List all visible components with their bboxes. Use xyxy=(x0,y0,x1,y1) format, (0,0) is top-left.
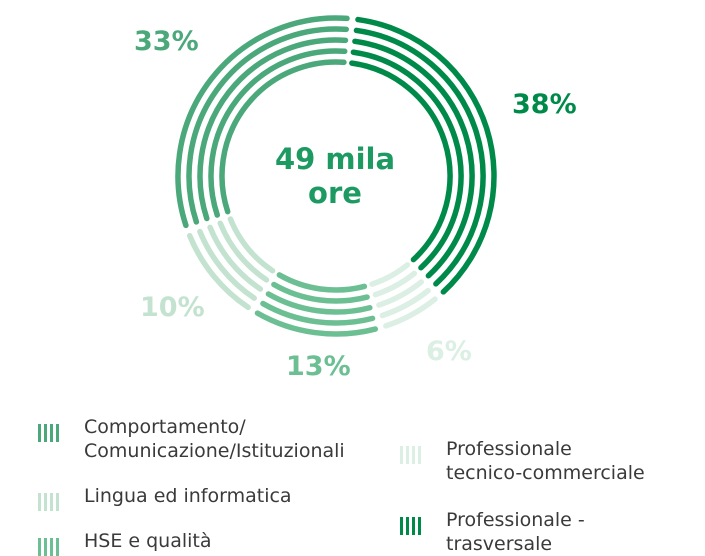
percent-label-lingua-informatica: 10% xyxy=(140,292,205,323)
slice-comportamento xyxy=(175,15,350,229)
slice-ring-arc xyxy=(265,291,373,315)
legend-swatch-icon xyxy=(38,493,64,511)
slice-ring-arc xyxy=(208,48,348,218)
legend-item-comportamento: Comportamento/ Comunicazione/Istituziona… xyxy=(38,415,345,463)
legend-label: Lingua ed informatica xyxy=(84,485,292,507)
slice-ring-arc xyxy=(186,26,349,225)
slice-ring-arc xyxy=(197,228,257,301)
center-label: 49 mila ore xyxy=(230,142,440,210)
slice-professionale-tecnico-commerciale xyxy=(369,262,438,329)
percent-label-professionale-tecnico-commerciale: 6% xyxy=(426,336,472,367)
percent-label-hse-qualita: 13% xyxy=(286,351,351,382)
slice-ring-arc xyxy=(227,216,276,274)
legend-swatch-icon xyxy=(38,424,64,442)
slice-ring-arc xyxy=(372,270,418,298)
slice-ring-arc xyxy=(219,59,347,215)
slice-hse-qualita xyxy=(254,272,379,337)
slice-lingua-informatica xyxy=(186,216,276,311)
slice-ring-arc xyxy=(376,279,424,308)
slice-ring-arc xyxy=(207,224,264,292)
legend-item-hse-qualita: HSE e qualità xyxy=(38,529,212,556)
slice-ring-arc xyxy=(353,27,486,287)
donut-chart xyxy=(175,15,497,337)
legend-swatch-icon xyxy=(400,446,426,464)
slice-ring-arc xyxy=(186,232,251,311)
slice-ring-arc xyxy=(217,220,270,283)
slice-ring-arc xyxy=(383,296,438,329)
slice-ring-arc xyxy=(350,49,464,271)
percent-label-professionale-trasversale: 38% xyxy=(512,89,577,120)
slice-ring-arc xyxy=(349,60,453,263)
legend-label: Professionale tecnico-commerciale xyxy=(446,438,645,484)
slice-ring-arc xyxy=(369,262,411,287)
legend-swatch-icon xyxy=(400,517,426,535)
slice-ring-arc xyxy=(355,16,497,295)
legend-swatch-icon xyxy=(38,538,64,556)
slice-ring-arc xyxy=(197,37,349,222)
slice-ring-arc xyxy=(254,310,379,337)
legend-item-professionale-trasversale: Professionale - trasversale xyxy=(400,508,585,556)
slice-ring-arc xyxy=(175,15,350,229)
slice-ring-arc xyxy=(276,272,368,293)
slice-ring-arc xyxy=(379,287,431,319)
slice-ring-arc xyxy=(260,300,376,326)
slice-ring-arc xyxy=(352,38,475,279)
legend-label: Professionale - trasversale xyxy=(446,509,585,555)
center-label-line2: ore xyxy=(308,176,362,210)
center-label-line1: 49 mila xyxy=(274,142,396,176)
slice-ring-arc xyxy=(271,281,370,304)
legend-label: HSE e qualità xyxy=(84,530,212,552)
slice-professionale-trasversale xyxy=(349,16,497,295)
percent-label-comportamento: 33% xyxy=(134,26,199,57)
legend-label: Comportamento/ Comunicazione/Istituziona… xyxy=(84,416,345,462)
legend-item-lingua-informatica: Lingua ed informatica xyxy=(38,484,292,511)
legend-item-professionale-tecnico-commerciale: Professionale tecnico-commerciale xyxy=(400,437,645,485)
